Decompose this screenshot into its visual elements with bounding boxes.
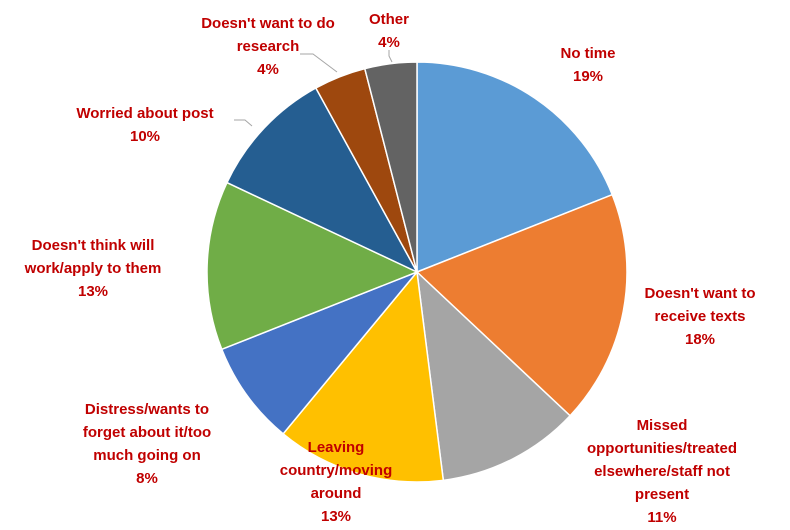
pie-slices (206, 61, 628, 483)
slice-label: Distress/wants to forget about it/too much… (83, 401, 211, 487)
slice-label: Missed opportunities/treated elsewhere/sta… (587, 417, 737, 526)
pie-slice (225, 86, 419, 274)
leader-lines (234, 50, 393, 127)
leader-line (388, 50, 393, 63)
slice-label: Doesn't want to receive texts 18% (644, 285, 755, 348)
pie-slice (416, 61, 614, 274)
pie-slice (282, 270, 445, 483)
slice-label: Doesn't want to do research 4% (201, 15, 335, 78)
slice-label: Worried about post 10% (76, 105, 213, 145)
leader-line (300, 53, 338, 73)
pie-slice (220, 271, 418, 435)
pie-slice (415, 193, 628, 417)
slice-label: Leaving country/moving around 13% (280, 439, 393, 525)
leader-line (234, 119, 253, 127)
slice-label: No time 19% (560, 45, 615, 85)
slice-label: Other 4% (369, 11, 409, 51)
pie-slice (363, 61, 418, 273)
pie-slice (415, 270, 572, 482)
pie-slice (206, 181, 419, 351)
slice-labels: No time 19% Doesn't want to receive texts 18… (24, 11, 756, 526)
slice-label: Doesn't think will work/apply to them 13% (24, 237, 162, 300)
